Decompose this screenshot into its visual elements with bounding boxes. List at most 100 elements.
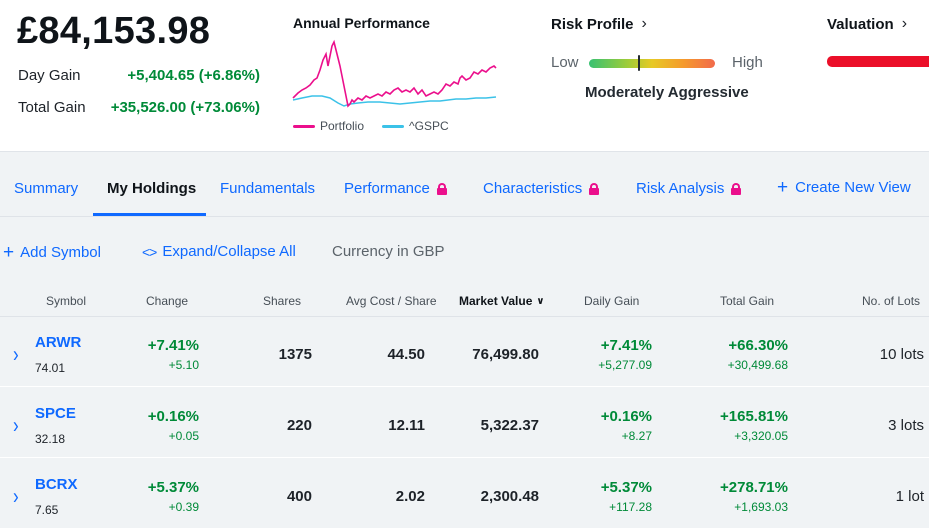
- symbol-link[interactable]: BCRX: [35, 476, 78, 493]
- shares-value: 220: [286, 417, 312, 434]
- tab-performance[interactable]: Performance: [344, 180, 447, 197]
- active-tab-indicator: [93, 213, 206, 216]
- valuation-title: Valuation: [827, 15, 894, 33]
- change-amount: +5.10: [168, 358, 199, 372]
- column-header-daily-gain[interactable]: Daily Gain: [584, 294, 640, 308]
- tab-risk-analysis-label: Risk Analysis: [636, 180, 725, 197]
- tab-fundamentals-label: Fundamentals: [220, 180, 316, 197]
- column-header-symbol[interactable]: Symbol: [46, 294, 87, 308]
- gspc-swatch: [382, 124, 404, 128]
- tab-performance-label: Performance: [344, 180, 430, 197]
- column-header-total-gain[interactable]: Total Gain: [720, 294, 775, 308]
- lots-count: 3 lots: [888, 417, 924, 434]
- symbol-price: 7.65: [35, 503, 59, 517]
- create-new-view-button[interactable]: + Create New View: [777, 178, 911, 197]
- total-gain-label: Total Gain: [18, 99, 86, 116]
- tab-characteristics[interactable]: Characteristics: [483, 180, 600, 197]
- avg-cost-value: 44.50: [387, 346, 425, 363]
- change-percent: +7.41%: [147, 337, 199, 354]
- symbol-price: 74.01: [35, 361, 66, 375]
- chevron-right-icon: ›: [901, 15, 908, 32]
- market-value: 76,499.80: [472, 346, 539, 363]
- change-amount: +0.39: [168, 500, 199, 514]
- create-new-view-label: Create New View: [795, 179, 911, 196]
- valuation-bar: [827, 56, 929, 67]
- risk-gauge: [589, 55, 715, 71]
- portfolio-total-value: £84,153.98: [17, 10, 211, 52]
- tab-my-holdings[interactable]: My Holdings: [107, 180, 196, 197]
- change-percent: +0.16%: [147, 408, 199, 425]
- total-gain-amount: +3,320.05: [734, 429, 788, 443]
- gspc-line: [292, 95, 497, 107]
- day-gain-label: Day Gain: [18, 67, 81, 84]
- expand-collapse-all-button[interactable]: <> Expand/Collapse All: [142, 243, 296, 260]
- holdings-view-tabs: Summary My Holdings Fundamentals Perform…: [0, 166, 929, 217]
- portfolio-line: [292, 39, 497, 108]
- day-gain-value: +5,404.65 (+6.86%): [127, 67, 260, 84]
- total-gain-percent: +278.71%: [720, 479, 788, 496]
- valuation-link[interactable]: Valuation ›: [827, 15, 907, 33]
- lock-icon: [436, 182, 447, 195]
- chevron-right-icon[interactable]: ›: [13, 342, 19, 367]
- column-header-market-value[interactable]: Market Value ∨: [459, 294, 545, 308]
- chevron-down-icon: ∨: [536, 295, 545, 307]
- shares-value: 400: [286, 488, 312, 505]
- total-gain-row: Total Gain +35,526.00 (+73.06%): [18, 99, 260, 119]
- plus-icon: +: [777, 177, 789, 198]
- daily-gain-amount: +117.28: [609, 500, 652, 514]
- symbol-link[interactable]: SPCE: [35, 405, 76, 422]
- legend-gspc: ^GSPC: [382, 119, 449, 133]
- market-value: 2,300.48: [480, 488, 539, 505]
- table-row[interactable]: › SPCE 32.18 +0.16% +0.05 220 12.11 5,322.37 +0.…: [0, 392, 929, 458]
- table-row[interactable]: › ARWR 74.01 +7.41% +5.10 1375 44.50 76,499.80 +…: [0, 321, 929, 387]
- lock-icon: [589, 182, 600, 195]
- chevron-right-icon[interactable]: ›: [13, 413, 19, 438]
- column-header-lots[interactable]: No. of Lots: [862, 294, 921, 308]
- total-gain-amount: +30,499.68: [727, 358, 788, 372]
- total-gain-amount: +1,693.03: [734, 500, 788, 514]
- chevron-right-icon[interactable]: ›: [13, 484, 19, 509]
- header-divider: [0, 316, 929, 317]
- shares-value: 1375: [278, 346, 312, 363]
- add-symbol-button[interactable]: + Add Symbol: [3, 243, 101, 262]
- column-header-shares[interactable]: Shares: [263, 294, 302, 308]
- chevron-right-icon: ›: [641, 15, 647, 32]
- lock-icon: [731, 182, 742, 195]
- legend-portfolio-label: Portfolio: [320, 119, 365, 133]
- annual-performance-title: Annual Performance: [293, 15, 430, 31]
- legend-gspc-label: ^GSPC: [409, 119, 449, 133]
- avg-cost-value: 12.11: [388, 417, 425, 434]
- tab-my-holdings-label: My Holdings: [107, 180, 197, 197]
- symbol-link[interactable]: ARWR: [35, 334, 82, 351]
- lots-count: 1 lot: [895, 488, 924, 505]
- market-value: 5,322.37: [480, 417, 539, 434]
- daily-gain-amount: +8.27: [621, 429, 652, 443]
- change-amount: +0.05: [168, 429, 199, 443]
- portfolio-swatch: [293, 124, 315, 128]
- day-gain-row: Day Gain +5,404.65 (+6.86%): [18, 67, 260, 87]
- table-row[interactable]: › BCRX 7.65 +5.37% +0.39 400 2.02 2,300.48 +5.37…: [0, 463, 929, 528]
- change-percent: +5.37%: [147, 479, 199, 496]
- total-gain-percent: +165.81%: [720, 408, 788, 425]
- column-header-avg-cost[interactable]: Avg Cost / Share: [346, 294, 437, 308]
- portfolio-summary-card: £84,153.98 Day Gain +5,404.65 (+6.86%) T…: [0, 0, 929, 152]
- tab-fundamentals[interactable]: Fundamentals: [220, 180, 315, 197]
- add-symbol-label: Add Symbol: [20, 244, 101, 261]
- tab-summary-label: Summary: [14, 180, 79, 197]
- tab-summary[interactable]: Summary: [14, 180, 78, 197]
- risk-gauge-marker: [638, 55, 641, 71]
- expand-collapse-label: Expand/Collapse All: [162, 243, 296, 260]
- risk-profile-link[interactable]: Risk Profile ›: [551, 15, 647, 33]
- daily-gain-amount: +5,277.09: [598, 358, 652, 372]
- tab-characteristics-label: Characteristics: [483, 180, 583, 197]
- column-header-change[interactable]: Change: [146, 294, 189, 308]
- lots-count: 10 lots: [879, 346, 924, 363]
- annual-performance-sparkline: [292, 39, 497, 108]
- total-gain-percent: +66.30%: [728, 337, 788, 354]
- risk-low-label: Low: [551, 54, 579, 71]
- tab-risk-analysis[interactable]: Risk Analysis: [636, 180, 742, 197]
- daily-gain-percent: +7.41%: [600, 337, 652, 354]
- daily-gain-percent: +0.16%: [600, 408, 652, 425]
- risk-profile-title: Risk Profile: [551, 15, 634, 33]
- avg-cost-value: 2.02: [395, 488, 425, 505]
